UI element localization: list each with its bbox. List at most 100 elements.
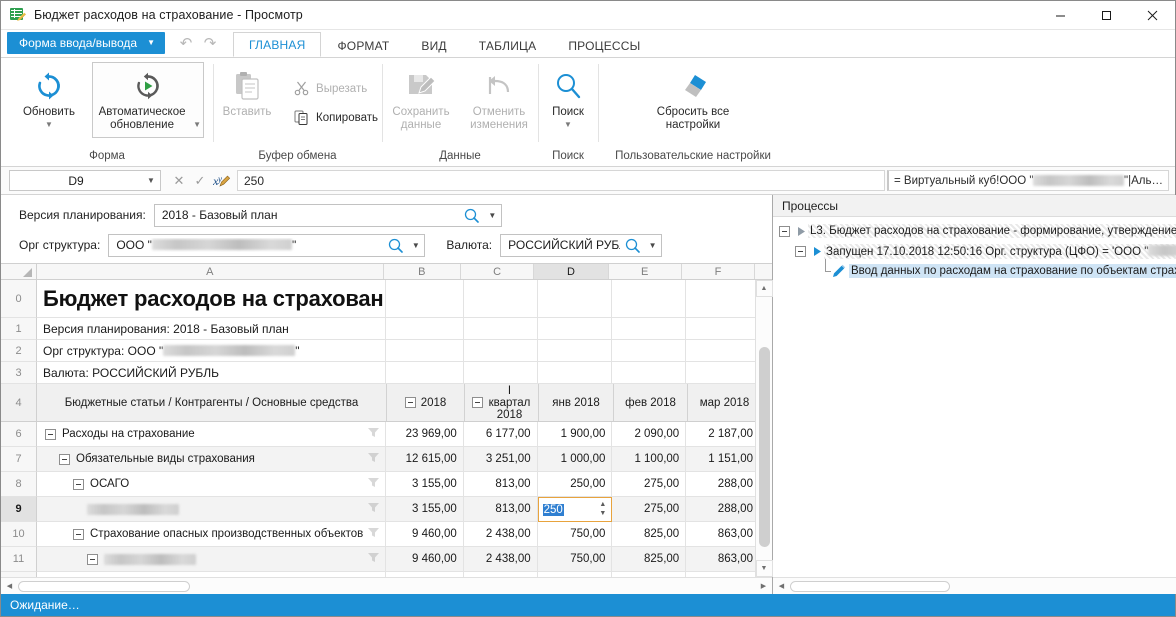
collapse-icon[interactable] (87, 553, 98, 565)
name-box[interactable]: D9 ▼ (9, 170, 161, 191)
table-row[interactable]: 10 Страхование опасных производственных о… (1, 522, 772, 547)
chevron-down-icon[interactable]: ▼ (488, 210, 497, 220)
reset-settings-button[interactable]: Сбросить все настройки (633, 62, 753, 138)
column-header-a[interactable]: A (37, 264, 384, 279)
magnifier-icon[interactable] (383, 238, 407, 253)
process-node-task[interactable]: Ввод данных по расходам на страхование п… (773, 259, 1176, 281)
hscroll-track[interactable] (18, 578, 755, 595)
value-cell[interactable]: 6 177,00 (463, 422, 538, 447)
formula-edit-icon[interactable]: x y (211, 171, 231, 191)
process-node-run[interactable]: Запущен 17.10.2018 12:50:16 Орг. структу… (773, 241, 1176, 261)
row-header-11[interactable]: 11 (1, 547, 37, 572)
row-header-2[interactable]: 2 (1, 340, 37, 362)
row-header-4[interactable]: 4 (1, 384, 37, 422)
value-cell[interactable]: 288,00 (686, 497, 760, 522)
process-node-root[interactable]: L3. Бюджет расходов на страхование - фор… (773, 221, 1176, 241)
value-cell[interactable]: 813,00 (463, 497, 538, 522)
row-label-cell[interactable]: Страхование опасных производственных объ… (37, 522, 386, 547)
table-row[interactable]: 7 Обязательные виды страхования 12 615,00 3… (1, 447, 772, 472)
search-button[interactable]: Поиск ▼ (540, 62, 596, 138)
tab-glavnaya[interactable]: ГЛАВНАЯ (233, 32, 322, 57)
formula-input[interactable]: 250 (237, 170, 885, 191)
maximize-button[interactable] (1083, 1, 1129, 30)
collapse-icon[interactable] (795, 245, 806, 257)
chevron-down-icon[interactable]: ▼ (648, 240, 657, 250)
undo-icon[interactable]: ↶ (179, 35, 193, 52)
row-label-cell[interactable] (37, 547, 387, 572)
auto-refresh-button[interactable]: Автоматическое обновление ▼ (92, 62, 204, 138)
value-cell[interactable]: 863,00 (686, 522, 760, 547)
collapse-icon[interactable] (59, 453, 70, 465)
scroll-down-button[interactable]: ▼ (755, 560, 773, 577)
copy-button[interactable]: Копировать (288, 105, 387, 130)
row-header-0[interactable]: 0 (1, 280, 37, 318)
row-header-6[interactable]: 6 (1, 422, 37, 447)
column-header-e[interactable]: E (608, 264, 682, 279)
row-header-9[interactable]: 9 (1, 497, 37, 522)
value-cell[interactable]: 23 969,00 (385, 422, 464, 447)
scroll-left-button[interactable]: ◀ (778, 583, 785, 590)
value-cell[interactable]: 1 000,00 (537, 447, 613, 472)
save-data-button[interactable]: Сохранить данные (382, 62, 460, 138)
value-cell[interactable]: 288,00 (686, 472, 760, 497)
filter-icon[interactable] (367, 427, 379, 441)
value-cell[interactable]: 813,00 (463, 472, 538, 497)
undo-changes-button[interactable]: Отменить изменения (460, 62, 538, 138)
play-arrow-icon[interactable] (794, 226, 808, 237)
spinner-buttons[interactable]: ▲ ▼ (596, 500, 609, 519)
value-cell[interactable]: 3 155,00 (386, 472, 464, 497)
row-label-cell[interactable]: Склад хлора (37, 572, 387, 577)
collapse-icon[interactable] (73, 478, 84, 490)
value-cell[interactable]: 12 615,00 (385, 447, 464, 472)
vscroll-track[interactable] (756, 297, 773, 560)
currency-select[interactable]: РОССИЙСКИЙ РУБЛЬ ▼ (500, 233, 663, 257)
select-all-corner[interactable] (1, 264, 37, 279)
value-cell[interactable]: 2 187,00 (686, 422, 761, 447)
tab-vid[interactable]: ВИД (421, 38, 447, 53)
magnifier-icon[interactable] (460, 208, 484, 223)
value-cell[interactable]: 3 155,00 (386, 497, 464, 522)
collapse-icon[interactable] (73, 528, 84, 540)
redo-icon[interactable]: ↷ (203, 35, 217, 52)
value-cell[interactable]: 400,00 (537, 572, 613, 577)
collapse-icon[interactable] (404, 397, 416, 408)
row-header-8[interactable]: 8 (1, 472, 37, 497)
filter-icon[interactable] (368, 552, 380, 566)
filter-icon[interactable] (368, 477, 379, 491)
row-header-3[interactable]: 3 (1, 362, 37, 384)
minimize-button[interactable] (1037, 1, 1083, 30)
value-cell[interactable]: 825,00 (612, 547, 687, 572)
value-cell[interactable]: 1 100,00 (612, 447, 687, 472)
table-row[interactable]: 6 Расходы на страхование 23 969,00 6 177,00… (1, 422, 772, 447)
value-cell[interactable]: 5 044,00 (386, 572, 464, 577)
row-header-12[interactable]: 12 (1, 572, 37, 577)
play-arrow-icon[interactable] (810, 246, 824, 257)
value-cell[interactable]: 2 090,00 (612, 422, 687, 447)
row-label-cell[interactable] (37, 497, 387, 522)
processes-tree[interactable]: L3. Бюджет расходов на страхование - фор… (773, 217, 1176, 577)
accept-edit-icon[interactable]: ✓ (194, 172, 206, 188)
table-row[interactable]: 8 ОСАГО 3 155,00 813,00 250,00 275,00 288,00 (1, 472, 772, 497)
cut-button[interactable]: Вырезать (288, 76, 387, 101)
paste-button[interactable]: Вставить (208, 62, 286, 138)
value-cell[interactable]: 275,00 (612, 497, 687, 522)
row-header-10[interactable]: 10 (1, 522, 37, 547)
value-cell[interactable]: 863,00 (686, 547, 760, 572)
row-header-7[interactable]: 7 (1, 447, 37, 472)
value-cell[interactable]: 250,00 (537, 472, 613, 497)
scroll-left-button[interactable]: ◀ (6, 583, 13, 590)
app-menu-button[interactable]: Форма ввода/вывода ▼ (7, 32, 166, 54)
version-select[interactable]: 2018 - Базовый план ▼ (153, 203, 502, 227)
value-cell[interactable]: 440,00 (612, 572, 687, 577)
value-cell[interactable]: 825,00 (612, 522, 687, 547)
refresh-button[interactable]: Обновить ▼ (10, 62, 88, 138)
column-header-c[interactable]: C (460, 264, 535, 279)
column-header-f[interactable]: F (681, 264, 756, 279)
value-cell[interactable]: 1 300,00 (463, 572, 538, 577)
value-cell[interactable]: 2 438,00 (463, 547, 538, 572)
close-button[interactable] (1129, 1, 1175, 30)
scroll-right-button[interactable]: ▶ (760, 583, 767, 590)
vscroll-thumb[interactable] (758, 347, 770, 547)
value-cell[interactable]: 750,00 (537, 547, 613, 572)
